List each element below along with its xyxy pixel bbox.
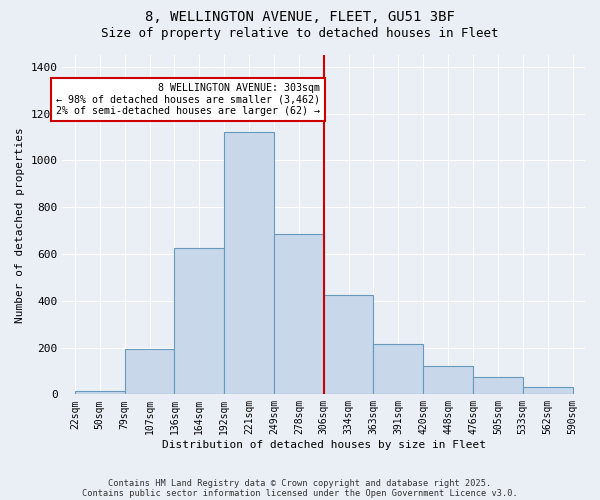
Bar bbox=[75, 391, 125, 394]
Bar bbox=[175, 248, 224, 394]
Text: Size of property relative to detached houses in Fleet: Size of property relative to detached ho… bbox=[101, 28, 499, 40]
Text: Contains HM Land Registry data © Crown copyright and database right 2025.: Contains HM Land Registry data © Crown c… bbox=[109, 478, 491, 488]
Bar bbox=[224, 132, 274, 394]
Bar bbox=[473, 377, 523, 394]
Y-axis label: Number of detached properties: Number of detached properties bbox=[15, 127, 25, 322]
Bar bbox=[324, 295, 373, 394]
Bar bbox=[274, 234, 324, 394]
Bar bbox=[423, 366, 473, 394]
Text: Contains public sector information licensed under the Open Government Licence v3: Contains public sector information licen… bbox=[82, 488, 518, 498]
Bar bbox=[523, 388, 572, 394]
X-axis label: Distribution of detached houses by size in Fleet: Distribution of detached houses by size … bbox=[162, 440, 486, 450]
Bar bbox=[373, 344, 423, 395]
Text: 8 WELLINGTON AVENUE: 303sqm
← 98% of detached houses are smaller (3,462)
2% of s: 8 WELLINGTON AVENUE: 303sqm ← 98% of det… bbox=[56, 83, 320, 116]
Bar bbox=[125, 348, 175, 395]
Text: 8, WELLINGTON AVENUE, FLEET, GU51 3BF: 8, WELLINGTON AVENUE, FLEET, GU51 3BF bbox=[145, 10, 455, 24]
